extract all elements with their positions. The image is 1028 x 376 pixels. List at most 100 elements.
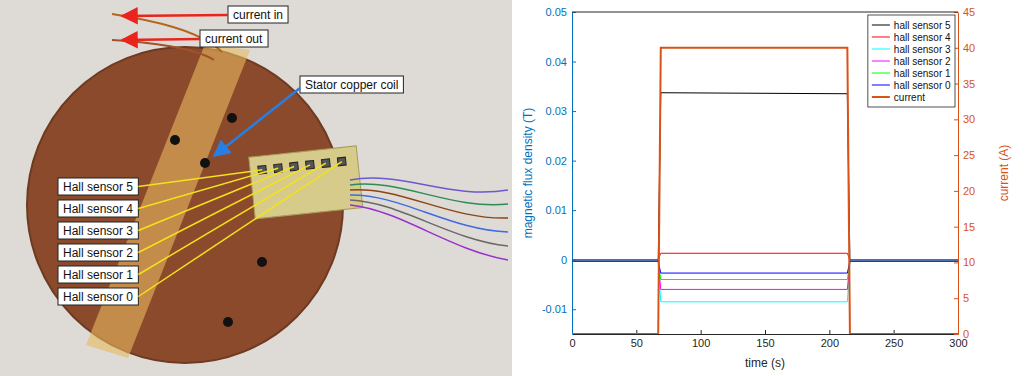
- sensor-label: Hall sensor 2: [63, 246, 133, 260]
- tick-label: 15: [963, 221, 975, 233]
- sensor-wire: [350, 184, 508, 205]
- hall-sensor-chip: [321, 159, 330, 168]
- tick-label: 45: [963, 6, 975, 18]
- hole: [257, 257, 267, 267]
- tick: 20: [954, 185, 975, 197]
- hole: [170, 135, 180, 145]
- sensor-label-box: [58, 178, 138, 195]
- tick: 40: [954, 42, 975, 54]
- photo-background: [0, 0, 512, 376]
- tick: 0.01: [546, 204, 576, 216]
- legend-entry: current: [894, 92, 925, 103]
- tick-mark: [954, 119, 958, 120]
- leader-line: [138, 162, 341, 297]
- tick: 0.03: [546, 105, 576, 117]
- tick-mark: [954, 262, 958, 263]
- legend-entry: hall sensor 2: [894, 56, 951, 67]
- tick-label: 0.02: [546, 155, 567, 167]
- tick-mark: [954, 334, 958, 335]
- tick-mark: [572, 62, 576, 63]
- legend-entry: hall sensor 1: [894, 68, 951, 79]
- legend-swatch: [872, 37, 890, 38]
- legend-swatch: [872, 85, 890, 86]
- leader-line: [138, 167, 294, 231]
- tick: 250: [885, 330, 903, 349]
- x-axis-title: time (s): [745, 356, 785, 370]
- hall-sensor-chip: [337, 157, 346, 166]
- tick-label: 50: [631, 337, 643, 349]
- tick-label: 0.04: [546, 56, 567, 68]
- tick-mark: [829, 330, 830, 334]
- tick-mark: [572, 309, 576, 310]
- tick: 200: [821, 330, 839, 349]
- series-line: [572, 253, 958, 259]
- y2-axis: 051015202530354045: [954, 6, 975, 340]
- legend-box: [868, 15, 955, 107]
- legend-entry: hall sensor 4: [894, 32, 951, 43]
- leader-line: [138, 163, 326, 274]
- sensor-label: Hall sensor 5: [63, 180, 133, 194]
- tick-label: -0.01: [542, 303, 567, 315]
- tick-label: 5: [963, 292, 969, 304]
- sensor-label-box: [58, 200, 138, 217]
- sensor-label-box: [58, 266, 138, 283]
- legend-entry: hall sensor 3: [894, 44, 951, 55]
- figure: Hall sensor 5Hall sensor 4Hall sensor 3H…: [0, 0, 1028, 376]
- tick-label: 0.03: [546, 105, 567, 117]
- tick: 5: [954, 292, 969, 304]
- tick-label: 40: [963, 42, 975, 54]
- tick-label: 20: [963, 185, 975, 197]
- tick-mark: [954, 298, 958, 299]
- tick: 10: [954, 256, 975, 268]
- plot-background: [572, 12, 958, 334]
- y-axis: -0.01 0 0.01 0.02 0.03 0.04 0.05: [542, 6, 576, 334]
- coil-label: Stator copper coil: [305, 78, 398, 92]
- series-line: [572, 48, 958, 334]
- y-axis-line: [572, 13, 573, 335]
- coil-arrow: [214, 88, 300, 156]
- x-axis-line: [573, 334, 959, 335]
- tick: 30: [954, 113, 975, 125]
- hall-sensor-chip: [290, 162, 299, 171]
- tick-label: 30: [963, 113, 975, 125]
- tick-label: 0.01: [546, 204, 567, 216]
- tick: 100: [692, 330, 710, 349]
- tick-label: 150: [756, 337, 774, 349]
- current-label: current out: [205, 32, 263, 46]
- hole: [223, 317, 233, 327]
- tick-label: 35: [963, 78, 975, 90]
- series-line: [572, 93, 958, 261]
- tick-mark: [572, 111, 576, 112]
- tick: 50: [631, 330, 643, 349]
- tick: 0: [954, 328, 969, 340]
- sensor-label-box: [58, 222, 138, 239]
- chart: 050100150200250300-0.0100.010.020.030.04…: [521, 6, 1011, 370]
- data-lines: [572, 48, 958, 334]
- tick: 150: [756, 330, 774, 349]
- tick-mark: [954, 227, 958, 228]
- tick-label: 250: [885, 337, 903, 349]
- legend-entry: hall sensor 5: [894, 20, 951, 31]
- legend-swatch: [872, 61, 890, 62]
- current-arrow: [122, 39, 200, 40]
- tick-label: 0: [569, 337, 575, 349]
- sensor-label: Hall sensor 0: [63, 290, 133, 304]
- tick-mark: [572, 161, 576, 162]
- hall-sensor-chip: [306, 160, 315, 169]
- hole: [200, 158, 210, 168]
- tick-label: 200: [821, 337, 839, 349]
- x-axis: 050100150200250300: [569, 330, 967, 349]
- series-line: [572, 261, 958, 289]
- tick-mark: [572, 210, 576, 211]
- sensor-wire: [350, 195, 508, 232]
- tick: 35: [954, 78, 975, 90]
- tick-label: 0: [561, 254, 567, 266]
- y-axis-title: magnetic flux density (T): [521, 108, 535, 239]
- tick: 0.05: [546, 6, 576, 18]
- legend-swatch: [872, 25, 890, 26]
- tick: 0.02: [546, 155, 576, 167]
- sensor-wire: [350, 200, 508, 246]
- series-line: [572, 261, 958, 273]
- coil-label-box: [300, 76, 403, 93]
- tick: -0.01: [542, 303, 576, 315]
